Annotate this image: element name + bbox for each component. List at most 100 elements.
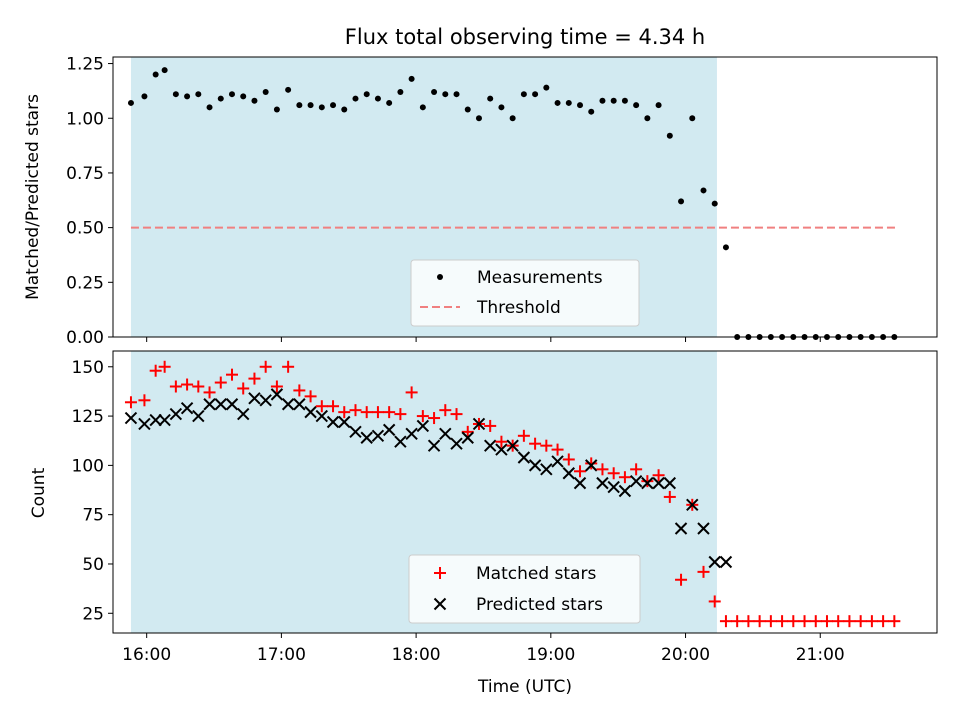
predicted-star-point-b	[439, 427, 452, 441]
predicted-star-point-b	[225, 398, 239, 411]
measurement-point	[700, 187, 707, 194]
y-tick-label: 25	[82, 604, 104, 624]
measurement-point	[487, 95, 494, 102]
top-y-axis-label: Matched/Predicted stars	[23, 94, 43, 300]
matched-star-point	[719, 615, 732, 628]
measurement-point	[532, 91, 539, 98]
predicted-star-point-b	[270, 388, 284, 401]
predicted-star-point	[349, 425, 362, 439]
predicted-star-point-b	[158, 413, 171, 427]
predicted-star-point	[371, 429, 385, 443]
predicted-star-point-b	[596, 476, 609, 490]
measurement-point	[543, 84, 550, 91]
measurement-point	[386, 99, 393, 106]
predicted-star-point	[641, 476, 654, 490]
measurement-point	[152, 71, 159, 78]
measurement-point	[577, 102, 584, 109]
predicted-star-point	[326, 415, 340, 429]
predicted-star-point-b	[708, 555, 721, 569]
measurement-point	[318, 104, 325, 111]
y-tick-label: 0.25	[66, 273, 104, 293]
matched-star-point	[820, 615, 833, 628]
predicted-star-point	[304, 405, 317, 419]
measurement-point	[296, 102, 303, 109]
predicted-star-point	[450, 437, 463, 450]
matched-star-point	[753, 615, 766, 628]
bottom-plot-frame	[112, 350, 938, 634]
legend-matched-label: Matched stars	[476, 564, 596, 584]
y-tick-label: 0.00	[66, 328, 104, 348]
measurement-point	[419, 104, 426, 111]
matched-star-point	[394, 408, 407, 421]
predicted-star-point	[259, 394, 272, 407]
matched-star-point	[439, 404, 452, 417]
matched-star-point	[416, 410, 429, 423]
predicted-star-point-b	[394, 435, 407, 448]
measurement-point	[228, 91, 235, 98]
matched-star-point	[832, 615, 845, 628]
matched-star-point	[304, 390, 317, 403]
predicted-star-point	[338, 415, 351, 429]
predicted-star-point	[149, 413, 162, 427]
bottom-legend: Matched stars Predicted stars	[408, 554, 641, 624]
matched-star-point	[237, 382, 250, 395]
predicted-star-point	[663, 476, 677, 490]
matched-star-point	[484, 419, 497, 432]
predicted-star-point	[270, 388, 284, 401]
predicted-star-point-b	[349, 425, 362, 439]
predicted-star-point-b	[551, 455, 564, 468]
measurement-point	[352, 95, 359, 102]
measurement-point	[206, 104, 213, 111]
predicted-star-point-b	[472, 417, 486, 431]
predicted-star-point	[517, 451, 531, 464]
matched-star-point	[383, 406, 396, 419]
predicted-star-point	[192, 409, 205, 423]
matched-star-point	[551, 443, 564, 456]
matched-star-point	[315, 400, 328, 413]
matched-star-point	[888, 615, 901, 628]
top-marks	[127, 67, 898, 340]
predicted-star-point	[416, 419, 430, 433]
predicted-star-point-b	[528, 459, 542, 472]
matched-star-point	[495, 435, 508, 448]
bottom-y-axis-label: Count	[29, 467, 49, 518]
measurement-point	[161, 67, 168, 74]
predicted-star-point-b	[450, 437, 463, 450]
measurement-point	[184, 93, 191, 100]
predicted-star-point	[214, 398, 227, 411]
predicted-star-point	[585, 459, 598, 472]
predicted-star-point	[124, 411, 138, 425]
matched-star-point	[270, 380, 283, 393]
top-legend-box	[410, 259, 640, 327]
measurement-point	[475, 115, 482, 122]
x-axis-label: Time (UTC)	[477, 677, 572, 697]
matched-star-point	[529, 437, 542, 450]
predicted-star-point-b	[618, 484, 632, 498]
matched-star-point	[225, 368, 238, 381]
predicted-star-point-b	[405, 427, 418, 441]
matched-star-point	[282, 360, 295, 373]
predicted-star-point	[315, 409, 329, 423]
predicted-star-point	[719, 555, 733, 569]
predicted-star-point	[652, 476, 665, 490]
predicted-star-point	[708, 555, 721, 569]
predicted-star-point-b	[641, 476, 654, 490]
measurement-point	[217, 95, 224, 102]
matched-star-point	[293, 384, 306, 397]
matched-star-point	[259, 360, 272, 373]
predicted-star-point-b	[427, 439, 441, 452]
legend-measurements-label: Measurements	[477, 268, 603, 288]
bottom-legend-box	[408, 554, 641, 624]
bottom-marks	[124, 360, 901, 628]
matched-star-point	[630, 463, 643, 476]
predicted-star-point	[674, 522, 688, 535]
top-y-axis: 0.00 0.25 0.50 0.75 1.00 1.25	[66, 55, 113, 348]
measurement-point	[610, 97, 617, 104]
predicted-star-point-b	[719, 555, 733, 569]
matched-star-point	[338, 406, 351, 419]
matched-star-point	[843, 615, 856, 628]
measurement-point	[262, 89, 269, 95]
y-tick-label: 0.75	[66, 164, 104, 184]
matched-star-point	[854, 615, 867, 628]
measurement-point	[498, 104, 505, 111]
